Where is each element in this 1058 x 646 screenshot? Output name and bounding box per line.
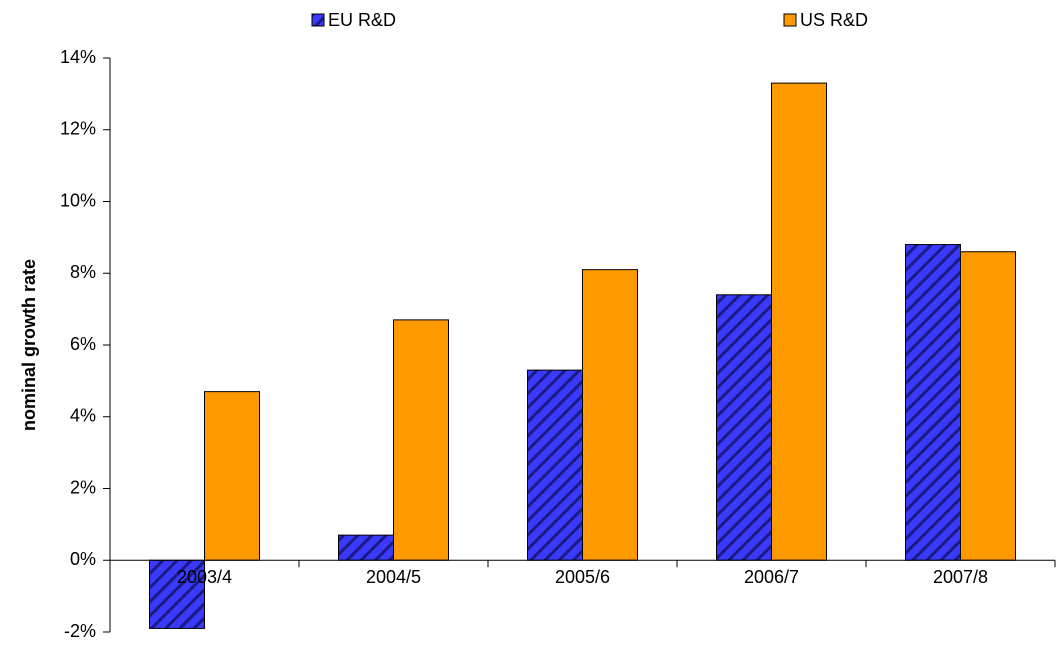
- bar: [582, 269, 638, 561]
- y-tick-label: 4%: [70, 406, 96, 426]
- y-tick-label: 2%: [70, 477, 96, 497]
- legend-swatch: [783, 13, 797, 27]
- y-axis-label: nominal growth rate: [19, 259, 39, 431]
- bar: [905, 244, 961, 561]
- legend-label: EU R&D: [328, 10, 396, 30]
- bar: [771, 82, 827, 561]
- bar: [338, 534, 394, 561]
- y-tick-label: -2%: [64, 621, 96, 641]
- legend-swatch: [311, 13, 325, 27]
- x-tick-label: 2005/6: [555, 567, 610, 587]
- x-tick-label: 2007/8: [933, 567, 988, 587]
- y-tick-label: 0%: [70, 549, 96, 569]
- x-tick-label: 2006/7: [744, 567, 799, 587]
- y-tick-label: 8%: [70, 262, 96, 282]
- bar: [960, 251, 1016, 561]
- legend-label: US R&D: [800, 10, 868, 30]
- bar: [527, 369, 583, 561]
- x-tick-label: 2004/5: [366, 567, 421, 587]
- bar: [204, 391, 260, 561]
- y-tick-label: 12%: [60, 119, 96, 139]
- y-tick-label: 14%: [60, 47, 96, 67]
- bar: [393, 319, 449, 561]
- x-tick-label: 2003/4: [177, 567, 232, 587]
- bar: [716, 294, 772, 561]
- y-tick-label: 6%: [70, 334, 96, 354]
- y-tick-label: 10%: [60, 190, 96, 210]
